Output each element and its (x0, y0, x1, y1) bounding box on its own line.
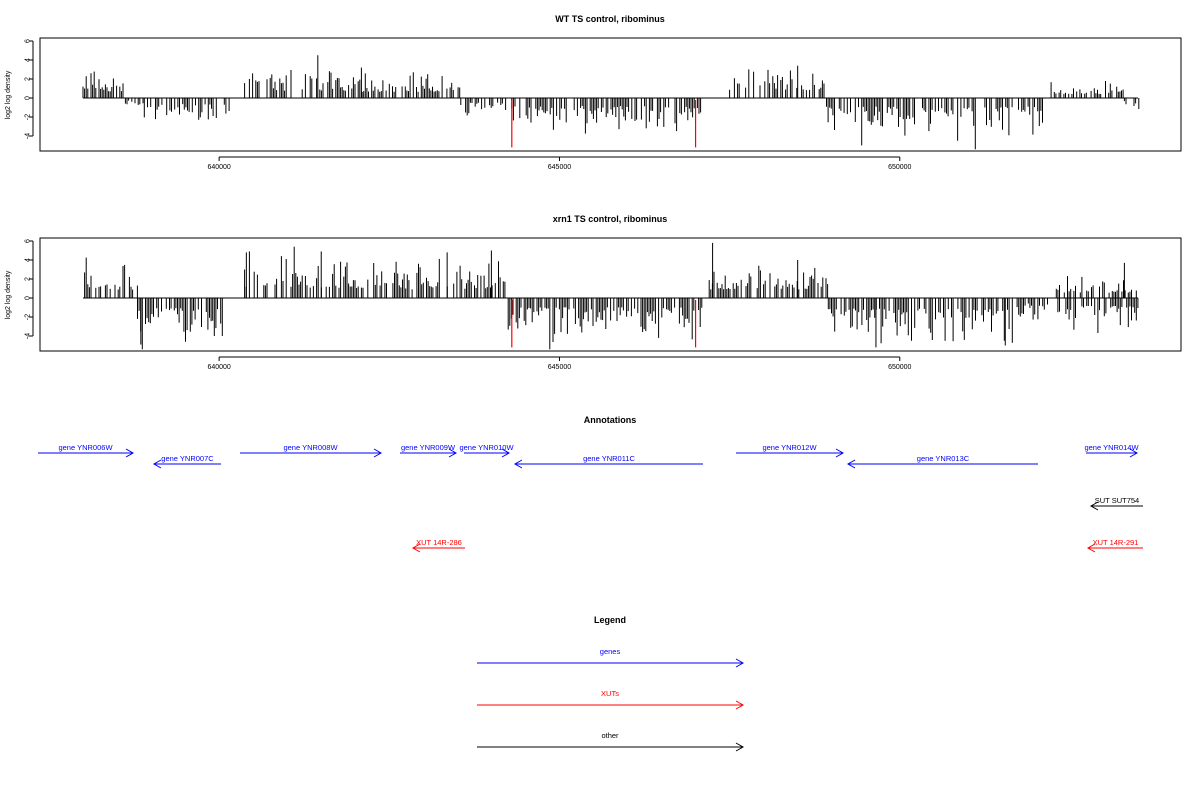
x-tick-label: 645000 (548, 364, 571, 371)
arrowhead-icon (1129, 448, 1139, 458)
annotation-feature: gene YNR011C (513, 454, 703, 469)
x-tick-label: 645000 (548, 164, 571, 171)
feature-label: gene YNR007C (161, 454, 214, 463)
xrn1-y-axis: 6 4 2 0 -2 -4 (25, 239, 34, 339)
y-tick-label: 4 (25, 258, 32, 262)
y-tick-label: 2 (25, 77, 32, 81)
arrowhead-icon (152, 459, 162, 469)
arrowhead-icon (501, 448, 511, 458)
arrowhead-icon (448, 448, 458, 458)
feature-label: gene YNR013C (917, 454, 970, 463)
feature-label: gene YNR008W (283, 443, 338, 452)
arrowhead-icon (846, 459, 856, 469)
feature-label: XUT 14R-286 (416, 538, 462, 547)
annotation-feature: gene YNR012W (736, 443, 845, 458)
legend-label: XUTs (601, 689, 619, 698)
feature-label: gene YNR012W (762, 443, 817, 452)
annotation-features: gene YNR006W gene YNR007C gene YNR008W gene… (38, 443, 1143, 553)
wt-x-axis: 640000 645000 650000 (207, 156, 912, 171)
feature-label: SUT SUT754 (1095, 496, 1139, 505)
arrowhead-icon (735, 700, 745, 710)
annotations-title: Annotations (584, 415, 637, 425)
annotation-feature: SUT SUT754 (1089, 496, 1143, 511)
y-tick-label: -4 (25, 133, 32, 139)
wt-density-panel: WT TS control, ribominus log2 log densit… (5, 14, 1182, 171)
annotation-feature: XUT 14R-291 (1086, 538, 1143, 553)
annotation-feature: gene YNR008W (240, 443, 383, 458)
arrowhead-icon (125, 448, 135, 458)
wt-y-axis-label: log2 log density (5, 70, 12, 119)
legend-label: genes (600, 647, 621, 656)
x-tick-label: 650000 (888, 164, 911, 171)
wt-panel-title: WT TS control, ribominus (555, 14, 665, 24)
feature-label: gene YNR009W (401, 443, 456, 452)
y-tick-label: -2 (25, 314, 32, 320)
annotation-feature: gene YNR007C (152, 454, 221, 469)
legend-item: genes (477, 647, 745, 668)
x-tick-label: 640000 (207, 364, 230, 371)
xrn1-density-panel: xrn1 TS control, ribominus log2 log dens… (5, 214, 1182, 371)
annotation-feature: gene YNR009W (400, 443, 458, 458)
arrowhead-icon (373, 448, 383, 458)
arrowhead-icon (1089, 501, 1099, 511)
y-tick-label: 6 (25, 39, 32, 43)
feature-label: XUT 14R-291 (1093, 538, 1139, 547)
annotation-feature: XUT 14R-286 (411, 538, 465, 553)
y-tick-label: 6 (25, 239, 32, 243)
legend-label: other (601, 731, 619, 740)
y-tick-label: -4 (25, 333, 32, 339)
feature-label: gene YNR014W (1084, 443, 1139, 452)
legend-title: Legend (594, 615, 626, 625)
arrowhead-icon (735, 658, 745, 668)
legend-items: genes XUTs other (477, 647, 745, 752)
arrowhead-icon (735, 742, 745, 752)
annotation-feature: gene YNR010W (459, 443, 514, 458)
feature-label: gene YNR006W (58, 443, 113, 452)
feature-label: gene YNR010W (459, 443, 514, 452)
legend-item: other (477, 731, 745, 752)
y-tick-label: 2 (25, 277, 32, 281)
y-tick-label: 0 (25, 296, 32, 300)
xrn1-y-axis-label: log2 log density (5, 270, 12, 319)
annotation-feature: gene YNR013C (846, 454, 1038, 469)
xrn1-panel-title: xrn1 TS control, ribominus (553, 214, 668, 224)
wt-y-axis: 6 4 2 0 -2 -4 (25, 39, 34, 139)
arrowhead-icon (835, 448, 845, 458)
arrowhead-icon (411, 543, 421, 553)
wt-plot-frame (39, 37, 1182, 152)
feature-label: gene YNR011C (583, 454, 635, 463)
x-tick-label: 640000 (207, 164, 230, 171)
y-tick-label: 4 (25, 58, 32, 62)
y-tick-label: -2 (25, 114, 32, 120)
wt-density-bars (82, 55, 1140, 150)
annotation-feature: gene YNR006W (38, 443, 135, 458)
arrowhead-icon (1086, 543, 1096, 553)
xrn1-x-axis: 640000 645000 650000 (207, 356, 912, 371)
xrn1-plot-frame (39, 237, 1182, 352)
x-tick-label: 650000 (888, 364, 911, 371)
legend-item: XUTs (477, 689, 745, 710)
annotation-feature: gene YNR014W (1084, 443, 1139, 458)
y-tick-label: 0 (25, 96, 32, 100)
arrowhead-icon (513, 459, 523, 469)
xrn1-density-bars (84, 242, 1139, 350)
